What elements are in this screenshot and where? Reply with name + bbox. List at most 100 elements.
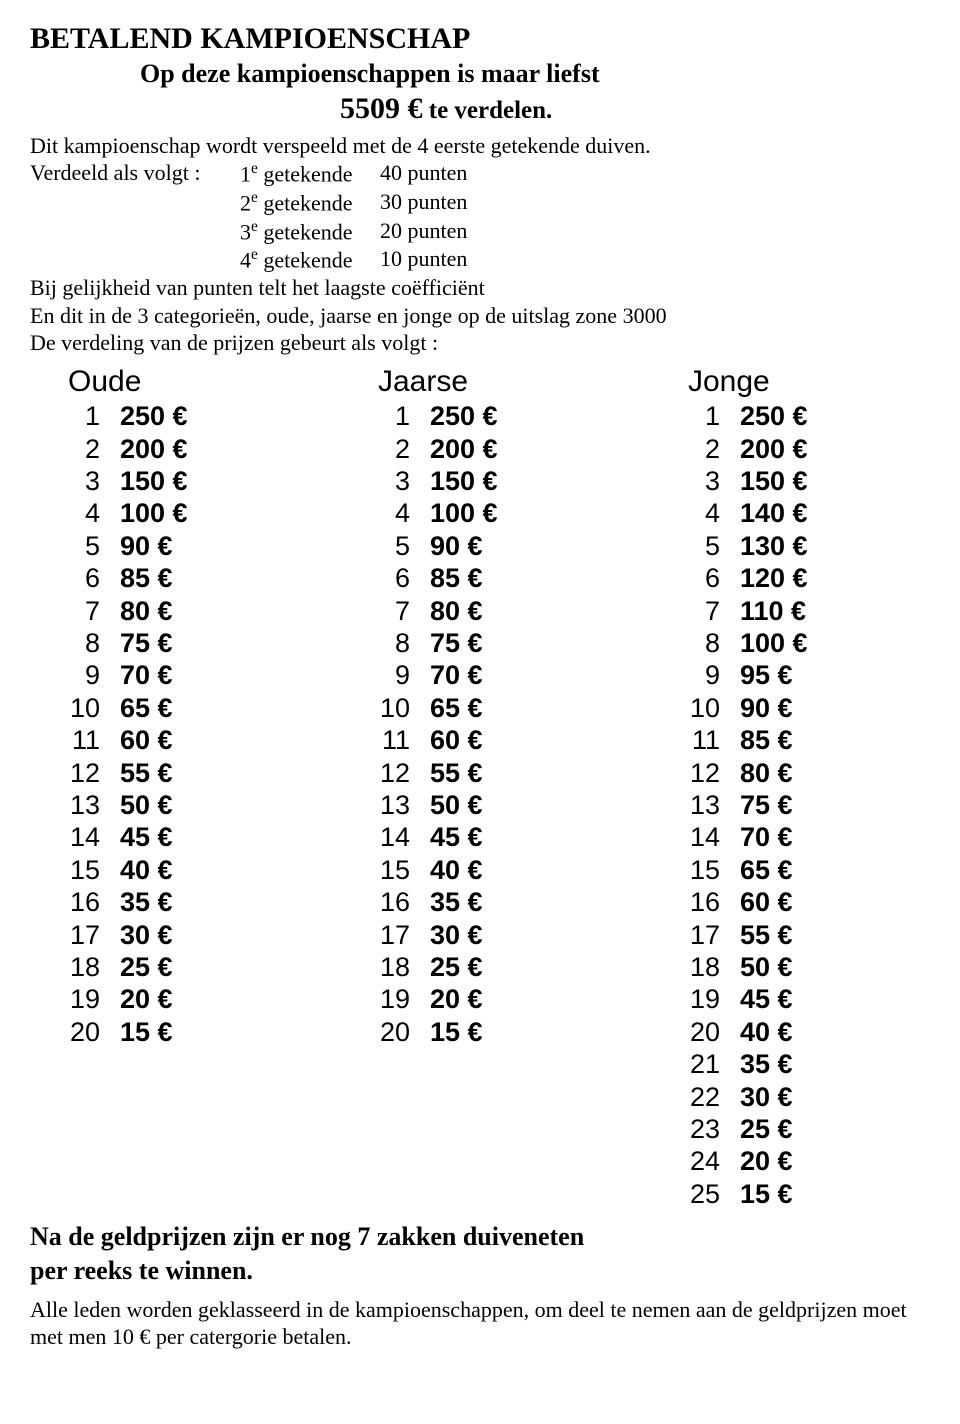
- prize-row: 1250 €: [650, 400, 910, 432]
- prize-rank: 10: [30, 692, 120, 724]
- prize-rank: 15: [340, 854, 430, 886]
- intro-text: Dit kampioenschap wordt verspeeld met de…: [30, 132, 930, 160]
- prize-rank: 10: [650, 692, 740, 724]
- verdeeld-block: Verdeeld als volgt : 1e getekende 40 pun…: [30, 159, 930, 274]
- col-title-jonge: Jonge: [650, 363, 910, 401]
- prize-value: 75 €: [120, 627, 173, 659]
- prize-row: 2015 €: [340, 1016, 600, 1048]
- verdeeld-col2: 40 punten: [380, 159, 500, 188]
- prize-value: 65 €: [430, 692, 483, 724]
- prize-rank: 19: [650, 983, 740, 1015]
- prize-row: 1825 €: [30, 951, 290, 983]
- prize-value: 100 €: [120, 497, 188, 529]
- prize-row: 1250 €: [30, 400, 290, 432]
- prize-rank: 14: [30, 821, 120, 853]
- prize-value: 65 €: [120, 692, 173, 724]
- prize-row: 1920 €: [30, 983, 290, 1015]
- prize-value: 60 €: [740, 886, 793, 918]
- prize-rank: 3: [650, 465, 740, 497]
- prize-value: 75 €: [430, 627, 483, 659]
- prize-rank: 18: [30, 951, 120, 983]
- prize-rank: 16: [30, 886, 120, 918]
- prize-rank: 13: [340, 789, 430, 821]
- prize-rank: 17: [30, 919, 120, 951]
- prize-rank: 11: [650, 724, 740, 756]
- prize-rank: 12: [650, 757, 740, 789]
- prize-rank: 10: [340, 692, 430, 724]
- prize-row: 3150 €: [650, 465, 910, 497]
- prize-rank: 9: [650, 659, 740, 691]
- prize-value: 120 €: [740, 562, 808, 594]
- prize-row: 1565 €: [650, 854, 910, 886]
- prize-rank: 8: [340, 627, 430, 659]
- prize-rank: 7: [30, 595, 120, 627]
- verdeeld-col1: 2e getekende: [240, 188, 380, 217]
- prize-row: 970 €: [340, 659, 600, 691]
- prize-value: 250 €: [120, 400, 188, 432]
- prize-rank: 4: [340, 497, 430, 529]
- para-3: De verdeling van de prijzen gebeurt als …: [30, 329, 930, 357]
- prize-row: 685 €: [340, 562, 600, 594]
- prize-value: 90 €: [120, 530, 173, 562]
- col-jaarse-rows: 1250 €2200 €3150 €4100 €590 €685 €780 €8…: [340, 400, 600, 1048]
- prize-value: 20 €: [430, 983, 483, 1015]
- verdeeld-col2: 30 punten: [380, 188, 500, 217]
- prize-value: 50 €: [430, 789, 483, 821]
- prize-rank: 2: [650, 433, 740, 465]
- prize-value: 60 €: [120, 724, 173, 756]
- prize-row: 1445 €: [30, 821, 290, 853]
- col-jonge: Jonge 1250 €2200 €3150 €4140 €5130 €6120…: [650, 363, 910, 1210]
- prize-row: 6120 €: [650, 562, 910, 594]
- prize-row: 590 €: [340, 530, 600, 562]
- prize-row: 2515 €: [650, 1178, 910, 1210]
- prize-row: 2135 €: [650, 1048, 910, 1080]
- prize-value: 15 €: [120, 1016, 173, 1048]
- amount-value: 5509 €: [340, 92, 423, 125]
- prize-value: 70 €: [430, 659, 483, 691]
- prize-row: 590 €: [30, 530, 290, 562]
- prize-row: 5130 €: [650, 530, 910, 562]
- prize-rank: 13: [650, 789, 740, 821]
- col-jonge-rows: 1250 €2200 €3150 €4140 €5130 €6120 €7110…: [650, 400, 910, 1210]
- prize-value: 30 €: [430, 919, 483, 951]
- verdeeld-col1: 3e getekende: [240, 217, 380, 246]
- prize-rank: 3: [340, 465, 430, 497]
- prize-row: 7110 €: [650, 595, 910, 627]
- prize-rank: 9: [340, 659, 430, 691]
- prize-value: 25 €: [430, 951, 483, 983]
- amount-line: 5509 € te verdelen.: [30, 90, 930, 128]
- prize-value: 150 €: [430, 465, 498, 497]
- prize-row: 1160 €: [30, 724, 290, 756]
- prize-value: 35 €: [740, 1048, 793, 1080]
- prize-row: 685 €: [30, 562, 290, 594]
- amount-suffix: te verdelen.: [423, 97, 553, 124]
- col-jaarse: Jaarse 1250 €2200 €3150 €4100 €590 €685 …: [340, 363, 600, 1210]
- prize-row: 3150 €: [30, 465, 290, 497]
- prize-row: 1730 €: [340, 919, 600, 951]
- prize-value: 55 €: [430, 757, 483, 789]
- prize-value: 150 €: [740, 465, 808, 497]
- prize-value: 130 €: [740, 530, 808, 562]
- prize-value: 45 €: [740, 983, 793, 1015]
- prize-row: 2420 €: [650, 1145, 910, 1177]
- prize-value: 200 €: [430, 433, 498, 465]
- prize-rank: 19: [340, 983, 430, 1015]
- prize-rank: 16: [650, 886, 740, 918]
- prize-value: 40 €: [120, 854, 173, 886]
- prize-rank: 18: [340, 951, 430, 983]
- prize-rank: 13: [30, 789, 120, 821]
- prize-value: 55 €: [120, 757, 173, 789]
- prize-value: 45 €: [430, 821, 483, 853]
- prize-row: 780 €: [30, 595, 290, 627]
- prize-row: 1350 €: [340, 789, 600, 821]
- prize-value: 25 €: [120, 951, 173, 983]
- prize-row: 1090 €: [650, 692, 910, 724]
- prize-rank: 21: [650, 1048, 740, 1080]
- prize-rank: 17: [340, 919, 430, 951]
- prize-row: 1065 €: [30, 692, 290, 724]
- prize-row: 4100 €: [340, 497, 600, 529]
- prize-value: 50 €: [740, 951, 793, 983]
- prize-row: 1540 €: [340, 854, 600, 886]
- prize-row: 1250 €: [340, 400, 600, 432]
- prize-rank: 20: [340, 1016, 430, 1048]
